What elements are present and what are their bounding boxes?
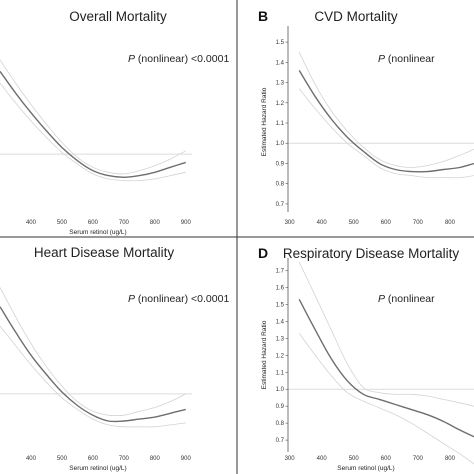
p-value-annotation: P (nonlinear	[378, 53, 435, 65]
p-value-symbol: P	[378, 293, 385, 305]
y-tick-label: 1.2	[276, 353, 285, 359]
p-value-symbol: P	[128, 53, 135, 65]
y-tick-label: 0.7	[276, 438, 285, 444]
x-tick-label: 400	[317, 456, 328, 462]
panel-title: Heart Disease Mortality	[34, 245, 175, 260]
x-tick-label: 600	[381, 456, 392, 462]
y-tick-label: 0.8	[276, 182, 285, 188]
x-axis-label: Serum retinol (ug/L)	[69, 229, 126, 236]
x-tick-label: 800	[445, 456, 456, 462]
panel-title: Overall Mortality	[69, 9, 167, 24]
panel-cvd-mortality: B CVD Mortality P (nonlinear 0.7 0.8 0.9 1.…	[258, 8, 474, 226]
panel-respiratory-disease-mortality: D Respiratory Disease Mortality P (nonli…	[258, 245, 474, 472]
p-value-text: (nonlinear) <0.0001	[135, 53, 229, 65]
x-tick-label: 600	[381, 220, 392, 226]
x-tick-label: 300	[285, 456, 296, 462]
x-axis-label: Serum retinol (ug/L)	[337, 465, 394, 472]
panel-heart-disease-mortality: Heart Disease Mortality P (nonlinear) <0…	[0, 245, 229, 472]
x-axis-label: Serum retinol (ug/L)	[69, 465, 126, 472]
x-tick-label: 900	[181, 456, 192, 462]
series-line-ci-upper	[0, 287, 186, 417]
panel-title: Respiratory Disease Mortality	[283, 246, 460, 261]
y-tick-label: 1.0	[276, 141, 285, 147]
x-tick-label: 700	[119, 220, 130, 226]
x-tick-label: 700	[413, 220, 424, 226]
panel-overall-mortality: Overall Mortality P (nonlinear) <0.0001 …	[0, 9, 229, 236]
x-tick-label: 300	[285, 220, 296, 226]
series-line-ci-upper	[298, 261, 474, 407]
x-tick-label: 500	[349, 220, 360, 226]
series-line-ci-upper	[298, 52, 474, 168]
x-tick-label: 700	[119, 456, 130, 462]
y-tick-label: 1.7	[276, 268, 285, 274]
y-tick-label: 1.5	[276, 40, 285, 46]
y-tick-label: 1.3	[276, 81, 285, 87]
series-line-ci-lower	[298, 88, 474, 179]
plot-area: 0.7 0.8 0.9 1.0 1.1 1.2 1.3 1.4 1.5 1.6 1.7 300 400 5…	[276, 258, 474, 465]
y-tick-label: 0.8	[276, 421, 285, 427]
y-tick-label: 1.5	[276, 302, 285, 308]
y-tick-label: 1.0	[276, 387, 285, 393]
panel-title: CVD Mortality	[314, 9, 398, 24]
series-line-estimate	[0, 306, 186, 423]
panel-letter: D	[258, 245, 268, 261]
p-value-text: (nonlinear	[385, 53, 435, 65]
p-value-annotation: P (nonlinear) <0.0001	[128, 293, 229, 305]
x-tick-label: 900	[181, 220, 192, 226]
y-tick-label: 1.1	[276, 370, 285, 376]
x-tick-label: 500	[57, 456, 68, 462]
series-line-estimate	[298, 70, 474, 173]
y-axis-label: Estimated Hazard Ratio	[261, 87, 268, 156]
p-value-text: (nonlinear	[385, 293, 435, 305]
series-line-ci-lower	[0, 325, 186, 428]
y-tick-label: 1.1	[276, 121, 285, 127]
y-tick-label: 0.9	[276, 404, 285, 410]
x-tick-label: 400	[26, 220, 37, 226]
series-line-estimate	[0, 70, 187, 179]
p-value-symbol: P	[128, 293, 135, 305]
y-tick-label: 1.2	[276, 101, 285, 107]
y-tick-label: 1.4	[276, 60, 285, 66]
p-value-annotation: P (nonlinear	[378, 293, 435, 305]
x-tick-label: 500	[349, 456, 360, 462]
x-tick-label: 600	[88, 220, 99, 226]
panel-letter: B	[258, 8, 268, 24]
p-value-text: (nonlinear) <0.0001	[135, 293, 229, 305]
x-tick-label: 800	[445, 220, 456, 226]
series-line-ci-lower	[0, 82, 186, 182]
p-value-annotation: P (nonlinear) <0.0001	[128, 53, 229, 65]
y-tick-label: 0.9	[276, 161, 285, 167]
y-tick-label: 1.4	[276, 319, 285, 325]
x-tick-label: 600	[88, 456, 99, 462]
plot-area: 400 500 600 700 800 900	[0, 287, 192, 462]
x-tick-label: 500	[57, 220, 68, 226]
x-tick-label: 700	[413, 456, 424, 462]
series-line-estimate	[298, 298, 474, 438]
plot-area: 400 500 600 700 800 900	[0, 59, 192, 226]
x-tick-label: 800	[150, 456, 161, 462]
y-tick-label: 0.7	[276, 202, 285, 208]
x-tick-label: 400	[317, 220, 328, 226]
x-tick-label: 800	[150, 220, 161, 226]
x-tick-label: 400	[26, 456, 37, 462]
p-value-symbol: P	[378, 53, 385, 65]
series-line-ci-lower	[298, 333, 474, 465]
plot-area: 0.7 0.8 0.9 1.0 1.1 1.2 1.3 1.4 1.5 300 400 500 600 7…	[276, 26, 474, 226]
y-tick-label: 1.6	[276, 285, 285, 291]
y-axis-label: Estimated Hazard Ratio	[261, 320, 268, 389]
series-line-ci-upper	[0, 59, 186, 175]
y-tick-label: 1.3	[276, 336, 285, 342]
